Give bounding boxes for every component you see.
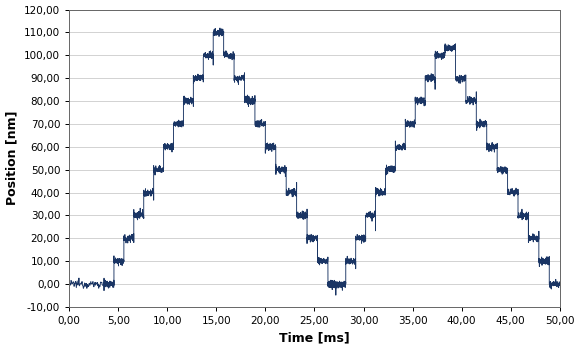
Y-axis label: Position [nm]: Position [nm]	[6, 111, 19, 205]
X-axis label: Time [ms]: Time [ms]	[279, 331, 350, 344]
